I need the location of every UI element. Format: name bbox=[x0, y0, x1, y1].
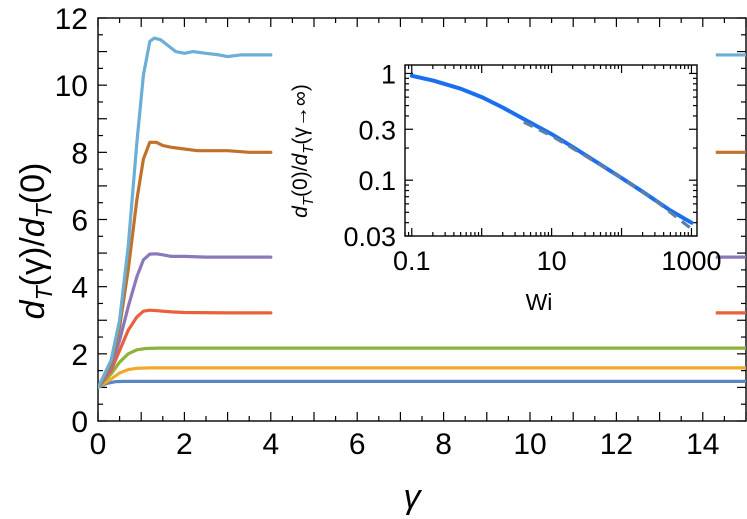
series-line-curve-7 bbox=[98, 379, 746, 389]
main-x-tick-label: 14 bbox=[686, 428, 719, 461]
main-x-tick-label: 2 bbox=[176, 428, 193, 461]
inset-x-tick-label: 10 bbox=[537, 246, 567, 276]
inset-y-tick-label: 0.1 bbox=[358, 166, 396, 196]
main-y-tick-label: 6 bbox=[71, 205, 88, 238]
main-x-tick-label: 12 bbox=[600, 428, 633, 461]
main-y-tick-label: 10 bbox=[55, 70, 88, 103]
series-line-curve-5 bbox=[98, 346, 746, 389]
inset-series-asymptote bbox=[523, 120, 693, 231]
main-y-tick-label: 0 bbox=[71, 406, 88, 439]
main-x-tick-label: 4 bbox=[262, 428, 279, 461]
main-y-tick-label: 4 bbox=[71, 272, 88, 305]
inset-axis-labels: Wi dT(0)/dT(γ→∞) bbox=[289, 84, 552, 315]
main-x-tick-label: 6 bbox=[349, 428, 366, 461]
series-line-curve-1 bbox=[98, 36, 273, 389]
main-x-tick-label: 8 bbox=[435, 428, 452, 461]
inset-y-tick-label: 0.3 bbox=[358, 115, 396, 145]
main-y-tick-label: 8 bbox=[71, 137, 88, 170]
series-line-curve-3 bbox=[98, 252, 273, 389]
inset-x-tick-label: 1000 bbox=[661, 246, 721, 276]
inset-frame bbox=[404, 64, 698, 237]
inset-y-tick-label: 1 bbox=[381, 59, 396, 89]
main-y-tick-label: 12 bbox=[55, 3, 88, 36]
main-x-tick-label: 0 bbox=[90, 428, 107, 461]
main-axis-labels: γ dT(γ)/dT(0) bbox=[14, 163, 423, 516]
inset-series-simulation bbox=[409, 73, 694, 225]
main-x-label: γ bbox=[404, 478, 423, 516]
main-y-label: dT(γ)/dT(0) bbox=[14, 163, 57, 320]
series-line-curve-6 bbox=[98, 366, 746, 389]
inset-y-label: dT(0)/dT(γ→∞) bbox=[289, 84, 317, 218]
main-series-group bbox=[98, 36, 746, 389]
inset-y-tick-label: 0.03 bbox=[343, 222, 396, 252]
main-plot: 0 2 4 6 8 10 12 14 0 2 4 6 8 10 12 bbox=[55, 3, 747, 461]
series-line-curve-2 bbox=[98, 140, 273, 389]
main-y-tick-label: 2 bbox=[71, 339, 88, 372]
series-line-curve-4 bbox=[98, 308, 273, 389]
inset-x-label: Wi bbox=[526, 289, 553, 315]
main-x-tick-label: 10 bbox=[513, 428, 546, 461]
inset-x-tick-label: 0.1 bbox=[393, 246, 431, 276]
